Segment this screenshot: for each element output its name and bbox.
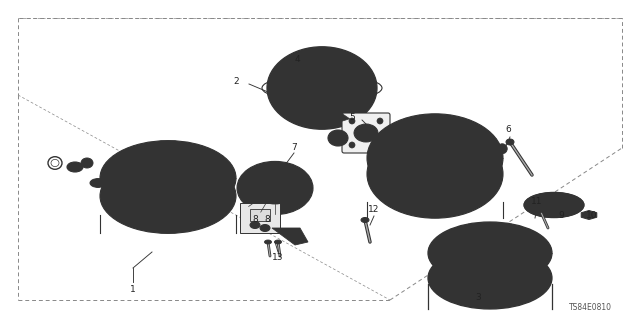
Ellipse shape <box>335 136 340 140</box>
Text: 8: 8 <box>252 216 258 225</box>
Ellipse shape <box>311 80 333 96</box>
Ellipse shape <box>367 130 503 218</box>
FancyBboxPatch shape <box>342 113 390 153</box>
Ellipse shape <box>90 179 106 187</box>
Text: 3: 3 <box>475 293 481 302</box>
Text: 8: 8 <box>264 216 270 225</box>
Text: 7: 7 <box>291 143 297 152</box>
Polygon shape <box>294 107 312 124</box>
Ellipse shape <box>391 129 479 187</box>
Text: 13: 13 <box>272 254 284 263</box>
Ellipse shape <box>412 143 459 174</box>
Ellipse shape <box>524 192 584 218</box>
Ellipse shape <box>67 162 83 172</box>
Ellipse shape <box>423 150 447 166</box>
Circle shape <box>94 179 102 187</box>
Ellipse shape <box>544 201 564 209</box>
Polygon shape <box>581 211 596 219</box>
Ellipse shape <box>100 141 236 215</box>
Polygon shape <box>348 67 371 81</box>
Ellipse shape <box>360 128 372 138</box>
Polygon shape <box>273 67 296 81</box>
Ellipse shape <box>162 175 174 181</box>
Ellipse shape <box>361 218 369 222</box>
Ellipse shape <box>297 70 347 107</box>
Ellipse shape <box>397 134 472 182</box>
FancyBboxPatch shape <box>240 203 280 233</box>
Ellipse shape <box>252 172 298 204</box>
Circle shape <box>497 144 508 154</box>
Ellipse shape <box>122 153 214 203</box>
Ellipse shape <box>250 221 260 228</box>
Ellipse shape <box>328 130 348 146</box>
Circle shape <box>349 142 355 148</box>
FancyBboxPatch shape <box>250 209 270 221</box>
Ellipse shape <box>71 164 79 170</box>
Ellipse shape <box>428 247 552 309</box>
Circle shape <box>415 176 424 186</box>
Polygon shape <box>294 52 312 69</box>
Ellipse shape <box>289 62 305 74</box>
Ellipse shape <box>100 159 236 234</box>
Ellipse shape <box>294 65 300 70</box>
Polygon shape <box>348 95 371 109</box>
Ellipse shape <box>264 180 287 196</box>
Ellipse shape <box>192 219 204 227</box>
Circle shape <box>371 139 381 149</box>
Text: TS84E0810: TS84E0810 <box>569 303 612 313</box>
Text: 12: 12 <box>368 205 380 214</box>
Ellipse shape <box>585 213 593 217</box>
Text: 10: 10 <box>586 211 598 219</box>
Polygon shape <box>332 52 349 69</box>
Circle shape <box>349 118 355 124</box>
Ellipse shape <box>549 203 559 207</box>
Ellipse shape <box>367 114 503 202</box>
Ellipse shape <box>156 171 180 185</box>
Polygon shape <box>332 107 349 124</box>
Circle shape <box>377 118 383 124</box>
Ellipse shape <box>263 226 267 229</box>
Ellipse shape <box>260 225 270 232</box>
Ellipse shape <box>120 152 216 204</box>
Ellipse shape <box>253 224 257 226</box>
Text: 9: 9 <box>558 211 564 219</box>
Ellipse shape <box>134 159 202 197</box>
Ellipse shape <box>81 158 93 168</box>
Text: 6: 6 <box>505 125 511 135</box>
Text: 11: 11 <box>531 197 543 206</box>
Ellipse shape <box>354 124 378 142</box>
Text: 1: 1 <box>130 285 136 293</box>
Ellipse shape <box>428 222 552 284</box>
Ellipse shape <box>332 133 344 143</box>
Ellipse shape <box>275 240 282 244</box>
Ellipse shape <box>506 139 514 145</box>
Circle shape <box>456 131 467 141</box>
Text: 5: 5 <box>349 113 355 122</box>
Ellipse shape <box>264 240 271 244</box>
Polygon shape <box>273 95 296 109</box>
Polygon shape <box>272 228 308 245</box>
Ellipse shape <box>446 231 534 275</box>
Text: 2: 2 <box>233 78 239 86</box>
Text: 4: 4 <box>294 56 300 64</box>
Circle shape <box>377 142 383 148</box>
Ellipse shape <box>536 207 544 212</box>
Ellipse shape <box>237 161 313 215</box>
Ellipse shape <box>267 47 377 129</box>
